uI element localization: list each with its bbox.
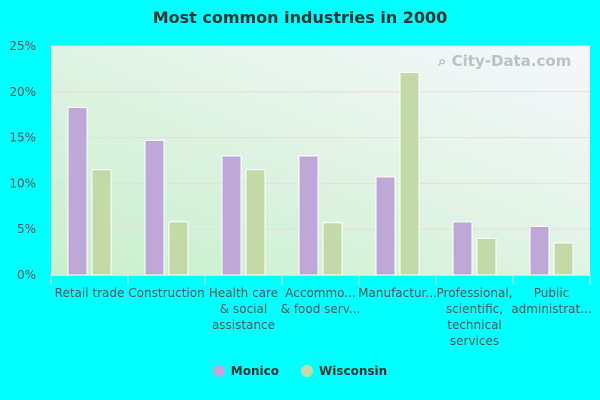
x-tick-label: Professional, [437, 286, 513, 300]
watermark-logo: ⌕ City-Data.com [438, 52, 572, 70]
legend: Monico Wisconsin [0, 364, 600, 378]
x-tick-label: Health care [209, 286, 278, 300]
y-tick-label: 20% [9, 85, 36, 99]
legend-swatch [212, 365, 225, 377]
x-tick-label: assistance [212, 318, 275, 332]
y-tick-label: 0% [17, 268, 36, 282]
x-tick-label: services [450, 334, 499, 348]
bar-wisconsin [91, 169, 112, 276]
x-tick-label: Accommo... [285, 286, 356, 300]
plot-area [51, 46, 590, 275]
x-tick-label: & food serv... [281, 302, 361, 316]
bar-monico [529, 225, 550, 276]
bar-wisconsin [399, 72, 420, 276]
x-tick-label: Retail trade [55, 286, 125, 300]
legend-item-wisconsin: Wisconsin [301, 364, 387, 378]
bar-monico [144, 139, 165, 276]
y-tick-label: 10% [9, 176, 36, 190]
legend-label: Wisconsin [319, 364, 388, 378]
x-tick-label: technical [447, 318, 502, 332]
bar-wisconsin [245, 169, 266, 276]
x-tick-label: Manufactur... [358, 286, 437, 300]
bar-wisconsin [322, 222, 343, 276]
x-tick-label: administrat... [511, 302, 591, 316]
legend-label: Monico [230, 364, 279, 378]
bar-wisconsin [476, 237, 497, 276]
bar-monico [67, 106, 88, 276]
legend-item-monico: Monico [212, 364, 279, 378]
legend-swatch [301, 365, 313, 377]
bar-monico [298, 155, 319, 276]
x-tick-label: Public [534, 286, 570, 300]
y-tick-label: 15% [9, 131, 36, 145]
x-tick-label: scientific, [446, 302, 503, 316]
bar-wisconsin [553, 242, 574, 276]
chart-title: Most common industries in 2000 [152, 8, 448, 27]
bar-wisconsin [168, 221, 189, 276]
bar-monico [452, 221, 473, 276]
bar-monico [375, 176, 396, 276]
y-tick-label: 25% [9, 39, 36, 53]
x-tick-label: Construction [128, 286, 204, 300]
bar-monico [221, 155, 242, 276]
x-tick-label: & social [220, 302, 267, 316]
y-tick-label: 5% [17, 222, 36, 236]
